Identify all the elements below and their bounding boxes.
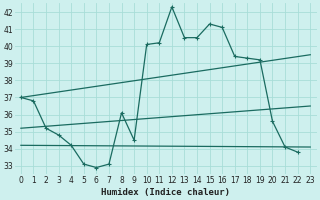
X-axis label: Humidex (Indice chaleur): Humidex (Indice chaleur) — [101, 188, 230, 197]
